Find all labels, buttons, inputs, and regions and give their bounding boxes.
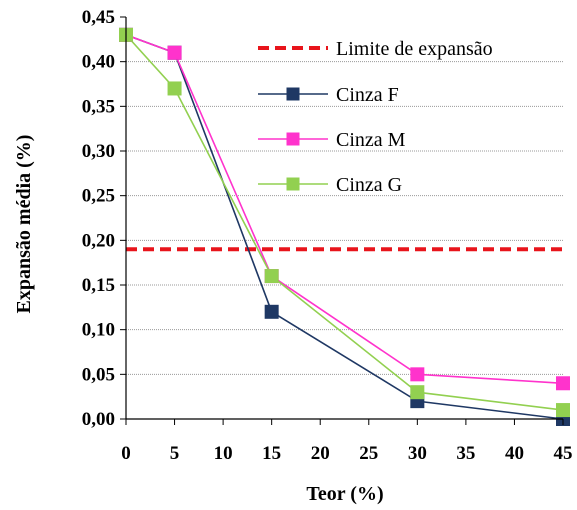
grid-lines <box>126 62 563 375</box>
x-axis-title: Teor (%) <box>306 483 383 505</box>
data-point-marker <box>557 377 570 390</box>
y-tick-label: 0,15 <box>82 275 115 296</box>
legend-label: Cinza F <box>336 84 399 106</box>
x-tick-label: 25 <box>359 443 378 464</box>
y-tick-label: 0,30 <box>82 141 115 162</box>
data-point-marker <box>168 82 181 95</box>
y-tick-label: 0,35 <box>82 96 115 117</box>
x-tick-label: 0 <box>121 443 131 464</box>
legend-label: Limite de expansão <box>336 38 493 60</box>
legend: Limite de expansão Cinza F Cinza M Cinza G <box>258 38 493 196</box>
y-tick-label: 0,05 <box>82 364 115 385</box>
x-tick-label: 10 <box>214 443 233 464</box>
legend-marker <box>287 88 300 101</box>
data-point-marker <box>265 305 278 318</box>
y-tick-label: 0,40 <box>82 52 115 73</box>
data-point-marker <box>168 46 181 59</box>
y-tick-label: 0,00 <box>82 409 115 430</box>
legend-marker <box>287 133 300 146</box>
x-tick-label: 30 <box>408 443 427 464</box>
x-tick-label: 45 <box>554 443 573 464</box>
data-point-marker <box>411 368 424 381</box>
data-point-marker <box>265 270 278 283</box>
y-tick-label: 0,25 <box>82 186 115 207</box>
data-point-marker <box>411 386 424 399</box>
x-tick-label: 20 <box>311 443 330 464</box>
x-tick-label: 15 <box>262 443 281 464</box>
y-tick-label: 0,10 <box>82 320 115 341</box>
y-tick-labels: 0,00 0,05 0,10 0,15 0,20 0,25 0,30 0,35 0,40 0,45 <box>82 7 115 430</box>
y-tick-label: 0,45 <box>82 7 115 28</box>
x-tick-label: 35 <box>456 443 475 464</box>
x-tick-labels: 0 5 10 15 20 25 30 35 40 45 <box>121 443 572 464</box>
legend-label: Cinza G <box>336 174 402 196</box>
y-axis-title: Expansão média (%) <box>13 135 35 314</box>
data-point-marker <box>557 404 570 417</box>
legend-label: Cinza M <box>336 129 406 151</box>
x-tick-label: 40 <box>505 443 524 464</box>
legend-marker <box>287 178 300 191</box>
x-tick-label: 5 <box>170 443 180 464</box>
y-tick-label: 0,20 <box>82 230 115 251</box>
